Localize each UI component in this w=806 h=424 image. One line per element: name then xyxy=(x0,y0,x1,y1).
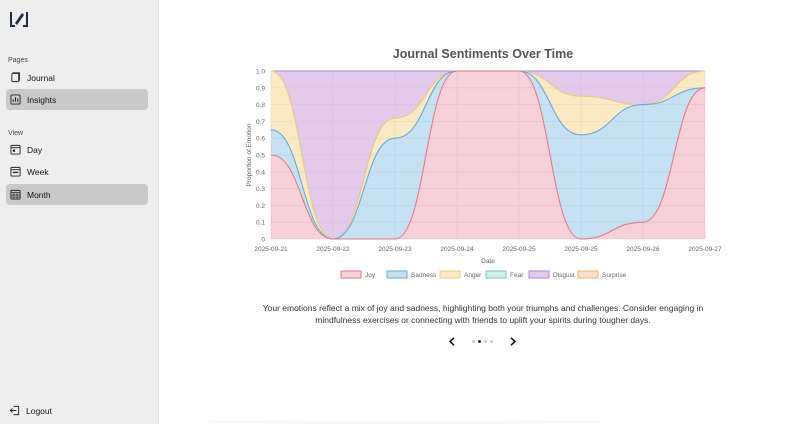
section-label-view: View xyxy=(8,130,24,137)
app-logo-icon[interactable] xyxy=(9,10,29,28)
y-tick-label: 0.6 xyxy=(256,136,265,143)
x-tick-label: 2025-09-23 xyxy=(378,246,412,253)
sidebar-item-insights[interactable]: Insights xyxy=(6,89,148,110)
chart-icon xyxy=(10,94,21,105)
chart-title: Journal Sentiments Over Time xyxy=(392,47,574,61)
x-tick-label: 2025-09-24 xyxy=(440,246,474,253)
sidebar-item-label: Insights xyxy=(27,94,57,105)
carousel-dot[interactable] xyxy=(472,339,475,343)
x-axis-label: Date xyxy=(481,258,495,265)
sidebar-item-journal[interactable]: Journal xyxy=(6,67,148,88)
sidebar-item-label: Day xyxy=(27,144,43,155)
y-tick-label: 0 xyxy=(261,237,265,244)
sidebar-item-month[interactable]: Month xyxy=(6,184,148,205)
sidebar-item-label: Week xyxy=(27,166,49,177)
line-joy xyxy=(270,70,706,240)
x-tick-label: 2025-09-27 xyxy=(688,246,722,253)
y-axis-label: Proportion of Emotion xyxy=(246,123,253,186)
legend-label: Anger xyxy=(464,272,482,279)
legend-label: Surprise xyxy=(602,272,627,279)
x-tick-label: 2025-09-21 xyxy=(254,246,288,253)
calendar-week-icon xyxy=(10,166,21,177)
legend-swatch xyxy=(340,270,362,279)
sidebar-item-week[interactable]: Week xyxy=(6,161,148,182)
x-tick-label: 2025-09-22 xyxy=(316,246,350,253)
calendar-month-icon xyxy=(10,189,21,200)
y-tick-label: 0.5 xyxy=(256,153,265,160)
legend-label: Fear xyxy=(510,272,524,279)
logout-button[interactable]: Logout xyxy=(9,405,52,416)
sidebar-item-label: Journal xyxy=(27,72,55,83)
area-sadness xyxy=(271,71,705,239)
sidebar-item-label: Month xyxy=(27,189,51,200)
area-anger xyxy=(271,71,705,239)
calendar-day-icon xyxy=(10,144,21,155)
carousel-dot[interactable] xyxy=(490,339,493,343)
logout-icon xyxy=(9,405,20,416)
section-label-pages: Pages xyxy=(8,57,28,64)
legend-swatch xyxy=(485,270,507,279)
insight-carousel xyxy=(444,334,524,348)
y-tick-label: 0.3 xyxy=(256,186,265,193)
sidebar-item-day[interactable]: Day xyxy=(6,139,148,160)
logout-label: Logout xyxy=(26,405,52,416)
legend-label: Sadness xyxy=(411,272,437,279)
y-tick-label: 1.0 xyxy=(256,69,265,76)
y-tick-label: 0.9 xyxy=(256,85,265,92)
legend-swatch xyxy=(528,270,550,279)
bottom-shadow xyxy=(205,419,605,424)
journal-icon xyxy=(10,72,21,83)
carousel-dot[interactable] xyxy=(478,339,481,343)
sidebar: Pages Journal Insights View Day Week Mon… xyxy=(0,0,159,424)
x-tick-label: 2025-09-25 xyxy=(502,246,536,253)
y-tick-label: 0.7 xyxy=(256,119,265,126)
area-joy xyxy=(271,71,705,239)
y-tick-label: 0.2 xyxy=(256,203,265,210)
y-tick-label: 0.1 xyxy=(256,220,265,227)
legend-label: Disgust xyxy=(553,272,575,279)
area-disgust xyxy=(271,71,705,239)
carousel-dot[interactable] xyxy=(484,339,487,343)
sentiment-chart: 0 0.1 0.2 0.3 0.4 0.5 0.6 0.7 0.8 0.9 1.0 2025-09-2… xyxy=(246,69,722,280)
x-tick-label: 2025-09-26 xyxy=(626,246,660,253)
legend-swatch xyxy=(439,270,461,279)
chevron-left-icon[interactable] xyxy=(446,334,458,348)
y-tick-label: 0.8 xyxy=(256,102,265,109)
y-tick-label: 0.4 xyxy=(256,169,265,176)
x-tick-label: 2025-09-25 xyxy=(564,246,598,253)
chevron-right-icon[interactable] xyxy=(507,334,519,348)
legend-label: Joy xyxy=(365,272,376,279)
legend-swatch xyxy=(386,270,408,279)
legend-swatch xyxy=(577,270,599,279)
insight-summary: Your emotions reflect a mix of joy and s… xyxy=(262,303,704,325)
